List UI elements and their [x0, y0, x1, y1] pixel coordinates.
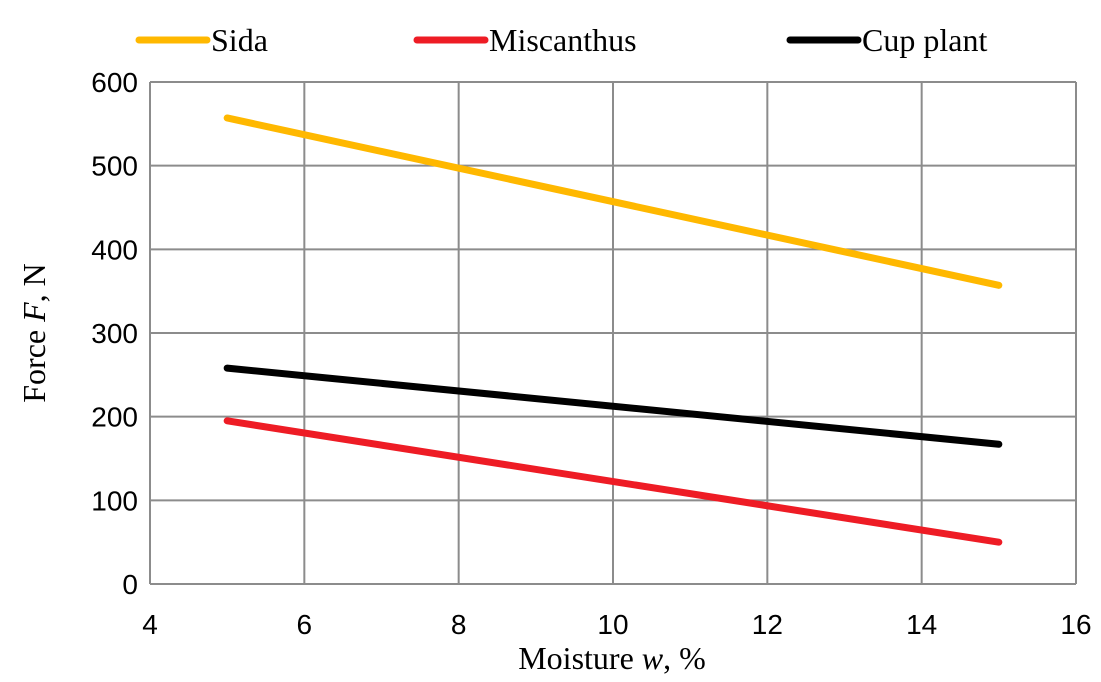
series-line-sida: [223, 114, 1003, 289]
y-tick-label: 400: [91, 234, 138, 265]
x-tick-label: 12: [752, 609, 783, 640]
y-axis-title: Force F, N: [16, 263, 52, 403]
y-tick-label: 0: [122, 569, 138, 600]
y-tick-label: 100: [91, 485, 138, 516]
x-tick-label: 4: [142, 609, 158, 640]
x-tick-label: 14: [906, 609, 937, 640]
legend-item-miscanthus: Miscanthus: [413, 22, 637, 58]
legend-label: Cup plant: [862, 22, 987, 58]
legend-item-sida: Sida: [135, 22, 268, 58]
grid: [149, 81, 1077, 585]
x-axis-title-suffix: , %: [663, 640, 706, 676]
x-tick-label: 6: [297, 609, 313, 640]
legend-label: Miscanthus: [489, 22, 637, 58]
y-tick-label: 500: [91, 151, 138, 182]
series-line-miscanthus: [223, 417, 1003, 546]
x-tick-labels: 4 6 8 10 12 14 16: [142, 609, 1091, 640]
y-tick-label: 200: [91, 402, 138, 433]
legend-item-cup-plant: Cup plant: [786, 22, 987, 58]
legend: Sida Miscanthus Cup plant: [135, 22, 987, 58]
y-tick-labels: 0 100 200 300 400 500 600: [91, 67, 138, 600]
x-axis-title-prefix: Moisture: [518, 640, 642, 676]
y-tick-label: 600: [91, 67, 138, 98]
legend-label: Sida: [211, 22, 268, 58]
series-lines: [223, 114, 1003, 546]
series-line-cup-plant: [223, 364, 1003, 448]
y-tick-label: 300: [91, 318, 138, 349]
y-axis-title-suffix: , N: [16, 263, 52, 302]
x-tick-label: 16: [1060, 609, 1091, 640]
x-tick-label: 8: [451, 609, 467, 640]
x-axis-title: Moisture w, %: [518, 640, 706, 676]
y-axis-title-var: F: [16, 302, 52, 323]
y-axis-title-prefix: Force: [16, 322, 52, 403]
x-tick-label: 10: [597, 609, 628, 640]
x-axis-title-var: w: [642, 640, 664, 676]
